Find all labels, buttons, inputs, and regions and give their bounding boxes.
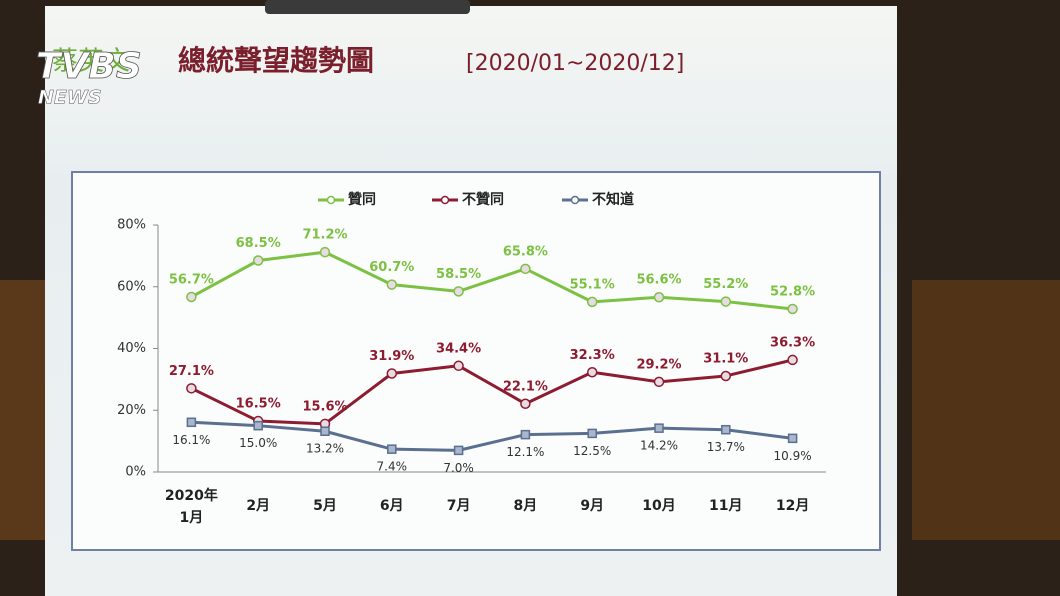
data-label: 58.5% bbox=[436, 267, 481, 282]
data-label: 60.7% bbox=[369, 260, 414, 275]
watermark-sub: NEWS bbox=[38, 87, 102, 109]
data-label: 16.1% bbox=[172, 433, 210, 447]
data-label: 12.5% bbox=[573, 444, 611, 458]
data-label: 31.1% bbox=[703, 351, 748, 366]
data-point bbox=[787, 354, 798, 366]
data-label: 34.4% bbox=[436, 341, 481, 356]
data-point bbox=[653, 291, 665, 303]
data-label: 36.3% bbox=[770, 335, 815, 350]
x-tick-label: 1月 bbox=[180, 510, 204, 526]
data-point bbox=[654, 423, 664, 433]
projector-mount bbox=[265, 0, 470, 14]
data-point bbox=[386, 368, 398, 379]
x-tick-label: 10月 bbox=[642, 498, 675, 514]
data-label: 55.2% bbox=[703, 277, 748, 292]
series-line bbox=[190, 250, 793, 311]
data-point bbox=[186, 291, 197, 303]
data-label: 56.6% bbox=[636, 273, 681, 288]
x-tick-label: 8月 bbox=[514, 498, 538, 514]
data-point bbox=[186, 383, 197, 394]
data-label: 22.1% bbox=[503, 379, 548, 394]
series-line bbox=[190, 358, 793, 426]
legend-marker bbox=[570, 195, 580, 205]
legend-marker bbox=[440, 195, 450, 205]
chart-frame bbox=[71, 171, 881, 551]
data-point bbox=[653, 376, 665, 388]
chart-title: 總統聲望趨勢圖 bbox=[178, 44, 374, 77]
x-year-label: 2020年 bbox=[165, 487, 218, 504]
y-tick-label: 0% bbox=[125, 465, 146, 480]
data-point bbox=[520, 429, 531, 440]
stage-right bbox=[912, 280, 1060, 540]
data-label: 7.4% bbox=[377, 460, 408, 474]
data-label: 29.2% bbox=[636, 357, 681, 372]
y-tick-label: 80% bbox=[117, 218, 146, 233]
data-label: 7.0% bbox=[443, 461, 474, 475]
data-point bbox=[453, 360, 464, 372]
data-point bbox=[253, 420, 263, 431]
x-tick-label: 11月 bbox=[709, 498, 742, 514]
data-point bbox=[587, 428, 597, 439]
data-point bbox=[453, 445, 464, 456]
data-label: 13.7% bbox=[707, 440, 745, 454]
data-point bbox=[787, 303, 798, 315]
data-label: 10.9% bbox=[774, 449, 812, 463]
data-point bbox=[720, 296, 732, 307]
data-label: 71.2% bbox=[302, 228, 347, 243]
data-point bbox=[520, 263, 531, 275]
watermark-brand: TVBS bbox=[36, 46, 142, 87]
legend-label: 不贊同 bbox=[462, 191, 504, 208]
data-label: 32.3% bbox=[570, 348, 615, 363]
data-point bbox=[586, 367, 598, 378]
data-label: 68.5% bbox=[236, 236, 281, 251]
data-label: 12.1% bbox=[506, 445, 544, 459]
data-point bbox=[387, 444, 397, 454]
title-prefix: 蔡英文 bbox=[52, 47, 130, 77]
data-label: 65.8% bbox=[503, 244, 548, 259]
data-label: 16.5% bbox=[236, 397, 281, 412]
series-line bbox=[191, 420, 793, 452]
x-tick-label: 5月 bbox=[313, 498, 337, 514]
data-label: 55.1% bbox=[570, 277, 615, 292]
chart-subtitle: [2020/01~2020/12] bbox=[466, 51, 684, 76]
data-label: 13.2% bbox=[306, 442, 344, 456]
data-label: 15.6% bbox=[302, 399, 347, 414]
data-label: 27.1% bbox=[169, 364, 214, 379]
data-point bbox=[586, 296, 598, 308]
legend-label: 贊同 bbox=[348, 191, 376, 208]
data-point bbox=[520, 398, 531, 410]
data-label: 56.7% bbox=[169, 272, 214, 287]
legend-marker bbox=[326, 195, 336, 205]
x-tick-label: 6月 bbox=[380, 498, 404, 514]
data-label: 15.0% bbox=[239, 436, 277, 450]
data-label: 31.9% bbox=[369, 349, 414, 364]
data-point bbox=[319, 246, 331, 258]
data-point bbox=[252, 255, 264, 266]
x-tick-label: 12月 bbox=[776, 498, 809, 514]
data-point bbox=[721, 424, 731, 435]
data-label: 14.2% bbox=[640, 439, 678, 453]
x-tick-label: 2月 bbox=[246, 498, 270, 514]
stage-left bbox=[0, 280, 45, 540]
x-tick-label: 7月 bbox=[447, 498, 471, 514]
y-tick-label: 20% bbox=[117, 403, 146, 418]
data-point bbox=[720, 370, 732, 382]
y-tick-label: 60% bbox=[117, 279, 146, 294]
legend-label: 不知道 bbox=[592, 191, 634, 208]
data-point bbox=[386, 279, 398, 290]
x-tick-label: 9月 bbox=[580, 498, 604, 514]
data-point bbox=[787, 433, 798, 444]
data-label: 52.8% bbox=[770, 284, 815, 299]
data-point bbox=[453, 286, 464, 297]
data-point bbox=[320, 426, 330, 436]
y-tick-label: 40% bbox=[117, 341, 146, 356]
data-point bbox=[186, 417, 197, 428]
